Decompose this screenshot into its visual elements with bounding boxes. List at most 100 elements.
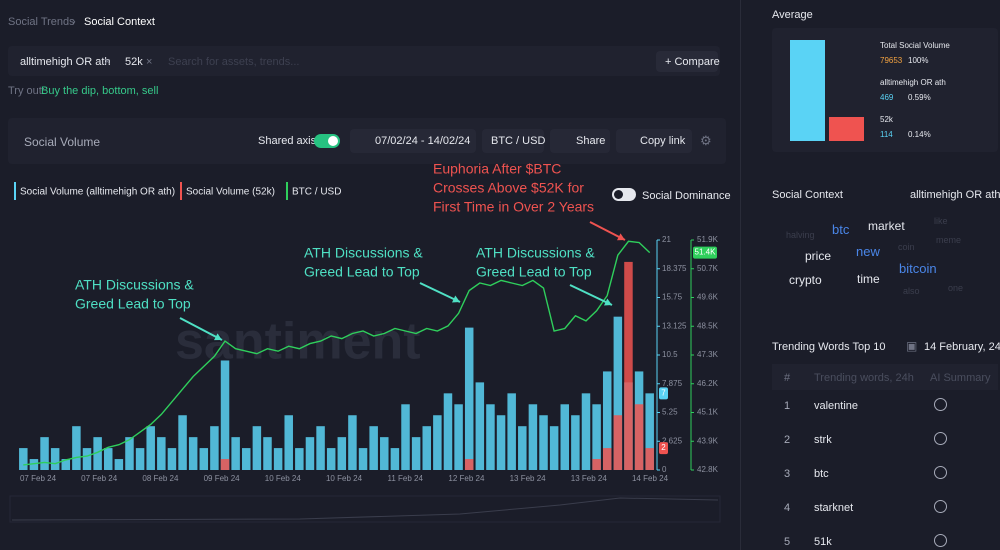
legend-label: BTC / USD	[292, 187, 341, 198]
bar	[528, 404, 538, 470]
bar	[411, 437, 421, 470]
ai-summary-icon[interactable]	[934, 398, 947, 411]
annotation: First Time in Over 2 Years	[433, 199, 594, 215]
bar	[210, 426, 219, 470]
trending-word[interactable]: strk	[814, 434, 832, 446]
context-word[interactable]: new	[856, 244, 880, 259]
bar	[61, 459, 71, 470]
bar	[326, 448, 336, 470]
bar	[422, 426, 431, 470]
context-word[interactable]: meme	[936, 235, 962, 245]
bar	[82, 448, 92, 470]
breadcrumb-link[interactable]: Social Trends	[8, 16, 75, 28]
average-share: 0.59%	[908, 93, 931, 102]
bar	[125, 437, 134, 470]
bar	[581, 393, 591, 470]
toggle-knob	[328, 136, 338, 146]
x-tick-label: 10 Feb 24	[326, 474, 363, 483]
annotation: ATH Discussions &	[304, 245, 423, 261]
breadcrumb-current: Social Context	[84, 16, 155, 28]
annotation: Crosses Above $52K for	[433, 180, 584, 196]
pair-button[interactable]	[482, 129, 544, 153]
table-header-cell: Trending words, 24h	[814, 372, 914, 384]
compare-label: + Compare	[665, 56, 720, 68]
bar	[305, 437, 315, 470]
trending-word[interactable]: valentine	[814, 400, 859, 412]
chart: santiment 0 2.625 5.25 7.875 10.5 13.125 15.75…	[9, 161, 721, 523]
trending-word[interactable]: starknet	[814, 502, 854, 514]
ai-summary-icon[interactable]	[934, 432, 947, 445]
context-word[interactable]: coin	[898, 242, 915, 252]
bar	[220, 360, 230, 470]
rank: 4	[784, 502, 791, 514]
rank: 2	[784, 434, 791, 446]
context-word[interactable]: time	[857, 272, 880, 286]
context-word[interactable]: one	[948, 283, 964, 293]
bar	[284, 415, 293, 470]
bar	[613, 316, 623, 470]
bar	[188, 437, 198, 470]
ai-summary-icon[interactable]	[934, 500, 947, 513]
bar	[358, 448, 368, 470]
value-badge-label: 51.4K	[695, 248, 717, 257]
bar	[93, 437, 102, 470]
context-word[interactable]: bitcoin	[899, 261, 937, 276]
context-word[interactable]: crypto	[789, 273, 822, 287]
bar	[273, 448, 283, 470]
x-tick-label: 13 Feb 24	[571, 474, 608, 483]
bar	[157, 437, 166, 470]
context-word[interactable]: halving	[786, 230, 815, 240]
x-tick-label: 07 Feb 24	[81, 474, 118, 483]
copy-link-button[interactable]	[616, 129, 692, 153]
bar	[560, 404, 570, 470]
y2-tick-label: 49.6K	[697, 293, 719, 302]
bar	[454, 404, 463, 470]
ai-summary-icon[interactable]	[934, 534, 947, 547]
y-tick-label: 15.75	[662, 293, 683, 302]
share-button[interactable]	[550, 129, 610, 153]
navigator[interactable]	[9, 495, 721, 523]
y2-tick-label: 43.9K	[697, 436, 719, 445]
navigator-line	[11, 497, 719, 521]
value-badge-label: 7	[661, 388, 666, 397]
annotation: Greed Lead to Top	[304, 264, 420, 280]
chip-close[interactable]: ×	[104, 56, 111, 68]
ai-summary-icon[interactable]	[934, 466, 947, 479]
value-badge	[693, 246, 717, 259]
try-out-links[interactable]: Buy the dip, bottom, sell	[41, 85, 159, 97]
bar	[252, 426, 262, 470]
chip[interactable]: 52k	[125, 56, 143, 68]
value-badge-label: 2	[661, 443, 666, 452]
chip-close[interactable]: ×	[146, 56, 153, 68]
bar	[539, 415, 548, 470]
y-tick-label: 5.25	[662, 408, 678, 417]
legend-swatch	[286, 182, 288, 200]
y-tick-label: 18.375	[662, 264, 687, 273]
chip[interactable]: alltimehigh OR ath	[20, 56, 111, 68]
settings-icon[interactable]: ⚙	[700, 133, 712, 148]
bar	[146, 426, 155, 470]
bar	[114, 459, 124, 470]
compare-button[interactable]	[656, 51, 718, 72]
context-word[interactable]: like	[934, 216, 948, 226]
context-word[interactable]: btc	[832, 222, 850, 237]
trending-word[interactable]: btc	[814, 468, 829, 480]
arrow-head	[617, 233, 625, 241]
y2-tick-label: 48.5K	[697, 321, 719, 330]
context-word[interactable]: market	[868, 219, 905, 233]
context-word[interactable]: also	[903, 286, 920, 296]
y-tick-label: 13.125	[662, 321, 687, 330]
date-picker[interactable]	[350, 129, 476, 153]
trending-date[interactable]: 14 February, 24	[924, 341, 1000, 353]
trending-word[interactable]: 51k	[814, 536, 832, 548]
search-bar[interactable]	[8, 46, 720, 76]
try-out-label: Try out:	[8, 85, 45, 97]
annotation-arrow	[569, 284, 613, 306]
context-word[interactable]: price	[805, 249, 832, 263]
table-header-cell: AI Summary	[930, 372, 991, 384]
value-badge	[659, 387, 668, 400]
value-badge	[659, 442, 668, 455]
y-tick-label: 7.875	[662, 379, 683, 388]
search-placeholder[interactable]: Search for assets, trends...	[168, 56, 300, 68]
